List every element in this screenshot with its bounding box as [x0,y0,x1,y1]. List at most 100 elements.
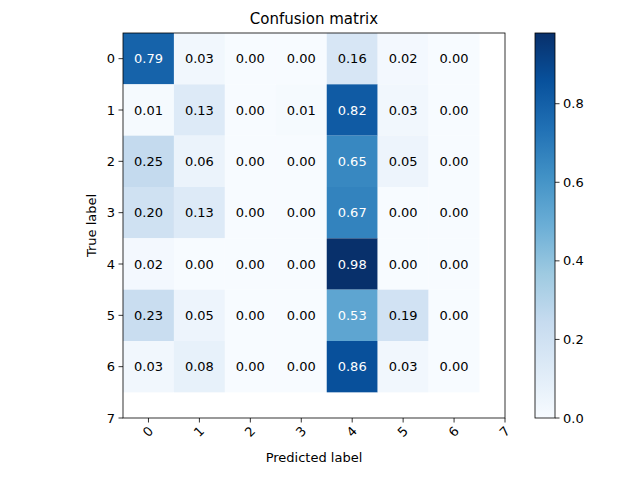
cell [429,187,480,238]
cell [276,136,327,187]
x-tick [505,418,506,423]
cell [429,341,480,392]
y-tick-label: 1 [107,103,115,118]
cell [123,136,174,187]
cell-label: 0.00 [440,359,469,374]
colorbar-tick [555,339,560,340]
x-tick-label: 5 [395,423,411,439]
cell-label: 0.00 [236,154,265,169]
cell-label: 0.00 [236,359,265,374]
y-axis-label: True label [84,194,99,258]
cell [327,84,378,135]
cell [276,238,327,289]
colorbar-tick-label: 0.6 [563,175,584,190]
cells [123,33,480,392]
y-tick-label: 7 [107,411,115,426]
cell-label: 0.00 [287,308,316,323]
y-tick-label: 2 [107,154,115,169]
cell-label: 0.02 [389,51,418,66]
x-tick-label: 1 [191,423,207,439]
cell-label: 0.25 [134,154,163,169]
cell [378,136,429,187]
cell [123,84,174,135]
cell [276,187,327,238]
x-tick [454,418,455,423]
cell [378,238,429,289]
y-tick-label: 4 [107,257,115,272]
title: Confusion matrix [250,10,378,28]
cell-label: 0.86 [338,359,367,374]
cell-label: 0.00 [440,103,469,118]
cell-label: 0.13 [185,205,214,220]
cell [378,33,429,84]
y-tick-label: 3 [107,205,115,220]
cell-label: 0.79 [134,51,163,66]
cell [174,238,225,289]
cell-label: 0.00 [236,103,265,118]
cell [123,290,174,341]
cell [378,341,429,392]
y-tick [119,366,124,367]
cell-label: 0.53 [338,308,367,323]
cell [225,341,276,392]
cell [378,187,429,238]
cell-label: 0.00 [236,205,265,220]
y-tick [119,110,124,111]
cell [225,84,276,135]
cell [174,84,225,135]
cell-label: 0.08 [185,359,214,374]
cell [429,290,480,341]
cell [429,84,480,135]
cell-label: 0.20 [134,205,163,220]
colorbar-tick-label: 0.4 [563,253,584,268]
x-tick-label: 0 [140,423,156,439]
y-tick-label: 5 [107,308,115,323]
y-tick [119,161,124,162]
cell [225,136,276,187]
x-tick [403,418,404,423]
cell-label: 0.00 [287,359,316,374]
cell [327,136,378,187]
cell [276,33,327,84]
cell-label: 0.00 [287,154,316,169]
colorbar [535,33,555,418]
x-tick-label: 3 [293,423,309,439]
cell-label: 0.00 [287,257,316,272]
x-tick-label: 4 [344,423,360,439]
cell-label: 0.19 [389,308,418,323]
cell-label: 0.06 [185,154,214,169]
cell [123,341,174,392]
cell-label: 0.03 [134,359,163,374]
cell-label: 0.02 [134,257,163,272]
cell [174,33,225,84]
cell [327,290,378,341]
cell [429,136,480,187]
cell-label: 0.13 [185,103,214,118]
cell-label: 0.00 [236,51,265,66]
cell [378,84,429,135]
cell-label: 0.05 [389,154,418,169]
cell [276,290,327,341]
cell [174,136,225,187]
x-tick-label: 7 [496,423,512,439]
cell-label: 0.00 [389,205,418,220]
cell-label: 0.05 [185,308,214,323]
cell [327,33,378,84]
y-tick-label: 6 [107,359,115,374]
cell-label: 0.03 [389,103,418,118]
cell [276,341,327,392]
y-tick [119,264,124,265]
cell [429,238,480,289]
cell-label: 0.03 [389,359,418,374]
cell-label: 0.00 [440,205,469,220]
colorbar-tick-label: 0.8 [563,96,584,111]
cell [225,33,276,84]
cell-label: 0.00 [287,51,316,66]
x-axis-label: Predicted label [266,450,363,465]
x-tick [301,418,302,423]
cell-label: 0.00 [440,257,469,272]
cell-label: 0.00 [440,51,469,66]
cell-label: 0.00 [440,154,469,169]
colorbar-tick-label: 0.2 [563,332,584,347]
y-tick [119,58,124,59]
